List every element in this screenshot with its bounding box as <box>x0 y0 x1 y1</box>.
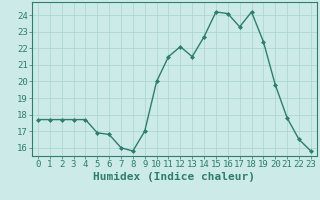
X-axis label: Humidex (Indice chaleur): Humidex (Indice chaleur) <box>93 172 255 182</box>
